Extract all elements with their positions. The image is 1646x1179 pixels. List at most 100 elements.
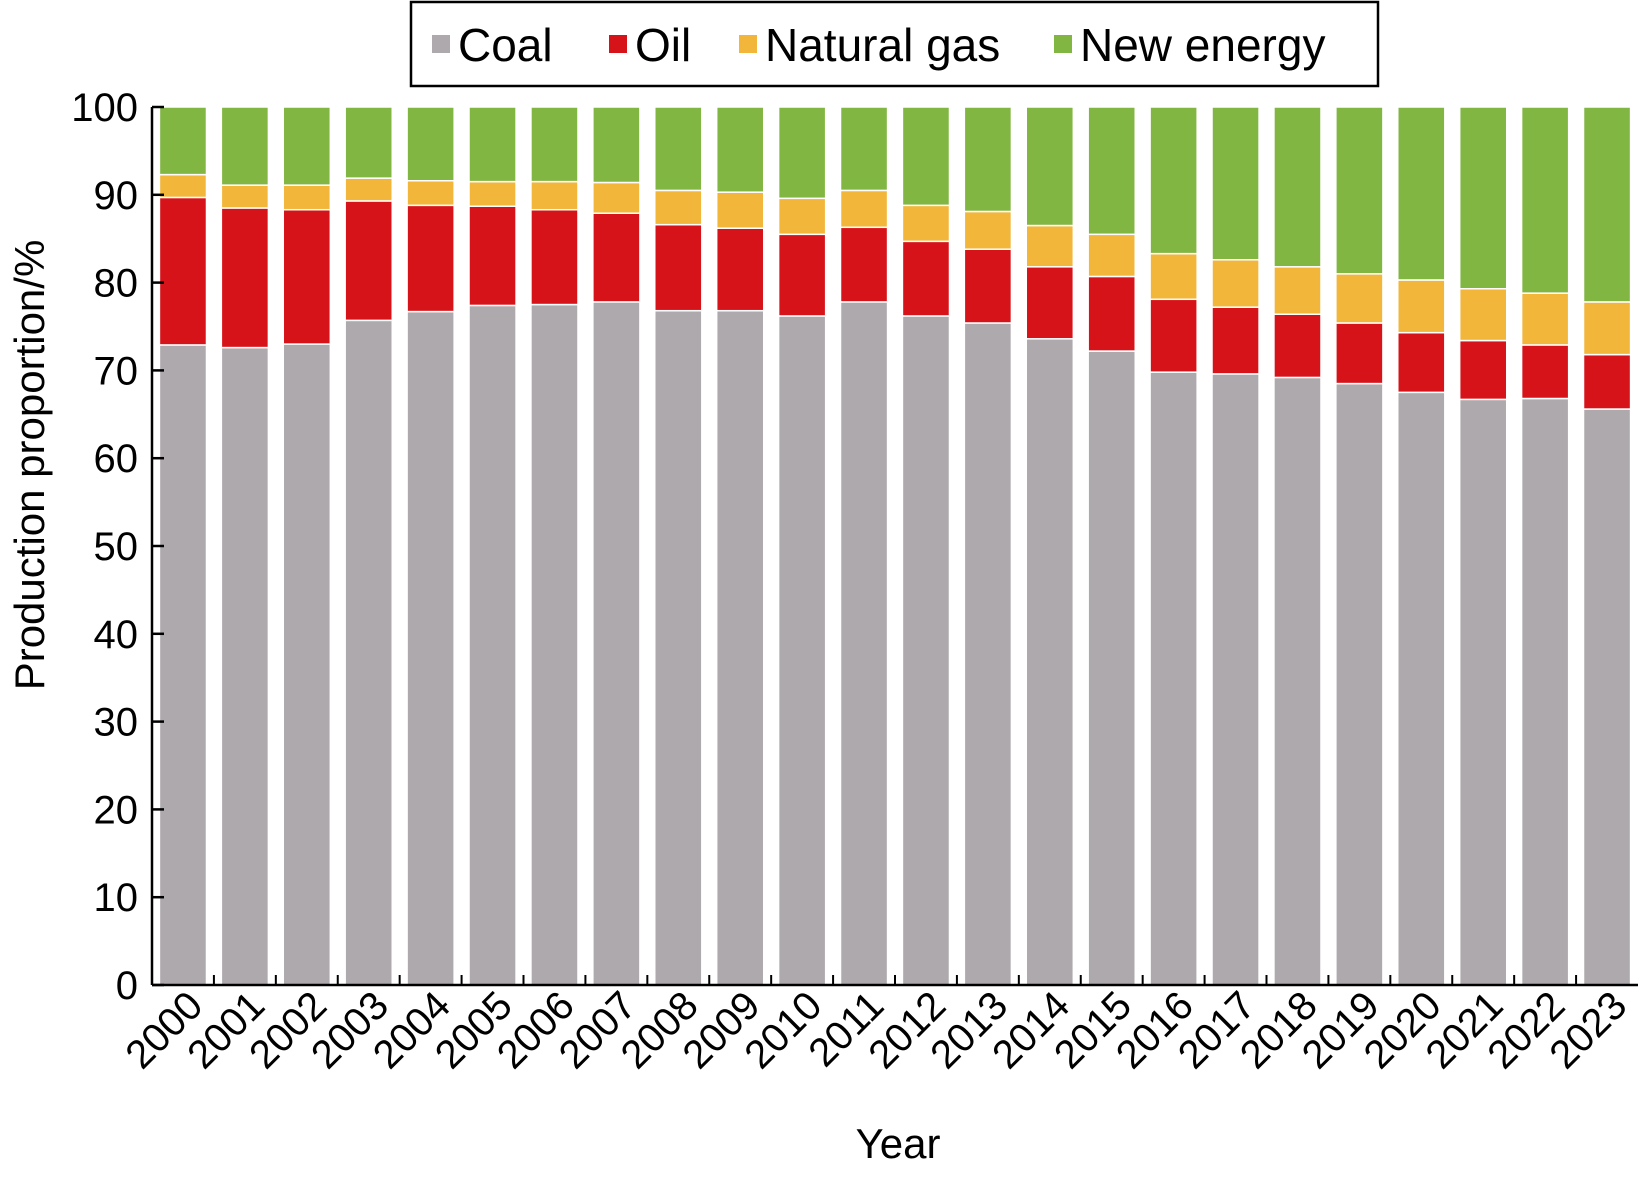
bar-natural-gas-2023: [1582, 301, 1632, 356]
bar-oil-2000: [158, 196, 208, 346]
bar-natural-gas-2018: [1273, 266, 1322, 315]
y-tick-label-80: 80: [94, 262, 139, 306]
bar-coal-2020: [1397, 391, 1446, 986]
bar-oil-2013: [963, 248, 1013, 324]
bar-new-energy-2007: [592, 106, 641, 184]
y-tick-label-30: 30: [94, 701, 139, 745]
bar-new-energy-2020: [1397, 106, 1446, 281]
bar-natural-gas-2014: [1025, 224, 1075, 268]
bar-coal-2006: [530, 303, 579, 986]
bar-new-energy-2017: [1211, 106, 1260, 261]
bar-natural-gas-2003: [344, 177, 393, 202]
bar-oil-2012: [901, 240, 951, 317]
bar-oil-2020: [1397, 331, 1446, 394]
bar-oil-2004: [406, 204, 455, 313]
bar-oil-2022: [1520, 344, 1570, 400]
bar-oil-2009: [715, 227, 765, 312]
bar-coal-2004: [406, 310, 455, 986]
bar-coal-2009: [715, 309, 765, 986]
bar-natural-gas-2017: [1211, 259, 1260, 308]
bar-natural-gas-2004: [406, 180, 455, 207]
bar-new-energy-2019: [1335, 106, 1384, 275]
bar-new-energy-2016: [1149, 106, 1198, 255]
bar-coal-2023: [1582, 408, 1632, 986]
y-tick-label-60: 60: [94, 437, 139, 481]
bar-coal-2019: [1335, 382, 1384, 986]
bar-oil-2018: [1273, 313, 1322, 379]
bar-coal-2000: [158, 344, 208, 986]
legend-swatch-oil: [609, 35, 627, 53]
bar-oil-2015: [1087, 275, 1136, 352]
y-tick-labels: 0 10 20 30 40 50 60 70 80 90 100: [71, 86, 138, 1008]
bar-oil-2003: [344, 200, 393, 322]
legend-swatch-new-energy: [1054, 35, 1072, 53]
bar-oil-2014: [1025, 266, 1075, 340]
bar-oil-2005: [468, 205, 517, 307]
bar-oil-2001: [220, 207, 270, 349]
legend-label-natural-gas: Natural gas: [765, 19, 1000, 71]
bar-coal-2012: [901, 315, 951, 986]
bar-coal-2014: [1025, 338, 1075, 986]
bar-coal-2022: [1520, 397, 1570, 986]
bar-new-energy-2002: [282, 106, 332, 186]
bar-oil-2007: [592, 212, 641, 303]
bar-natural-gas-2016: [1149, 252, 1198, 301]
legend-label-coal: Coal: [458, 19, 553, 71]
bar-oil-2017: [1211, 306, 1260, 375]
y-tick-label-0: 0: [116, 964, 138, 1008]
legend-label-oil: Oil: [635, 19, 691, 71]
bar-oil-2006: [530, 208, 579, 306]
bar-new-energy-2015: [1087, 106, 1136, 236]
bar-coal-2017: [1211, 373, 1260, 986]
legend-swatch-natural-gas: [739, 35, 757, 53]
bar-natural-gas-2007: [592, 181, 641, 214]
bar-new-energy-2005: [468, 106, 517, 183]
axes: [150, 105, 1638, 987]
bar-new-energy-2006: [530, 106, 579, 183]
y-axis-title: Production proportion/%: [6, 240, 53, 691]
y-tick-label-10: 10: [94, 876, 139, 920]
bars: [158, 106, 1632, 986]
bar-oil-2021: [1458, 339, 1508, 401]
bar-natural-gas-2002: [282, 184, 332, 211]
bar-new-energy-2000: [158, 106, 208, 176]
bar-oil-2019: [1335, 322, 1384, 385]
bar-oil-2010: [777, 233, 827, 317]
bar-coal-2013: [963, 322, 1013, 986]
bar-new-energy-2009: [715, 106, 765, 193]
legend-swatch-coal: [432, 35, 450, 53]
bar-natural-gas-2022: [1520, 292, 1570, 346]
y-tick-label-100: 100: [71, 86, 138, 130]
bar-coal-2005: [468, 304, 517, 986]
bar-natural-gas-2021: [1458, 288, 1508, 342]
bar-natural-gas-2006: [530, 180, 579, 211]
legend-label-new-energy: New energy: [1080, 19, 1325, 71]
legend-items: Coal Oil Natural gas New energy: [432, 19, 1325, 71]
bar-new-energy-2023: [1582, 106, 1632, 303]
bar-coal-2015: [1087, 350, 1136, 986]
bar-new-energy-2004: [406, 106, 455, 182]
bar-oil-2023: [1582, 353, 1632, 410]
bar-coal-2001: [220, 346, 270, 986]
bar-natural-gas-2001: [220, 184, 270, 209]
legend: Coal Oil Natural gas New energy: [409, 0, 1380, 88]
y-tick-label-40: 40: [94, 613, 139, 657]
bar-new-energy-2012: [901, 106, 951, 207]
bar-coal-2003: [344, 319, 393, 986]
bar-oil-2008: [654, 223, 703, 312]
bar-natural-gas-2010: [777, 197, 827, 236]
bar-natural-gas-2012: [901, 204, 951, 243]
y-tick-label-50: 50: [94, 525, 139, 569]
bar-coal-2007: [592, 301, 641, 986]
bar-natural-gas-2019: [1335, 273, 1384, 324]
bar-natural-gas-2013: [963, 210, 1013, 250]
bar-new-energy-2022: [1520, 106, 1570, 294]
bar-oil-2016: [1149, 298, 1198, 373]
bar-natural-gas-2015: [1087, 233, 1136, 278]
legend-frame: [409, 0, 1380, 88]
y-tick-label-70: 70: [94, 349, 139, 393]
bar-coal-2010: [777, 315, 827, 986]
bar-coal-2021: [1458, 398, 1508, 986]
